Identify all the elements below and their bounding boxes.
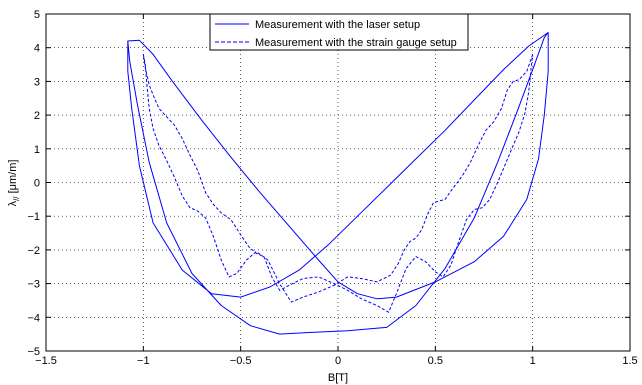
y-tick-label: −2 xyxy=(27,245,40,257)
y-tick-label: 1 xyxy=(34,144,40,156)
legend-label-laser: Measurement with the laser setup xyxy=(255,19,420,31)
y-tick-label: −4 xyxy=(27,312,40,324)
y-axis-label-main: λ xyxy=(7,200,19,206)
y-tick-label: 0 xyxy=(34,178,40,190)
series-line-laser xyxy=(127,32,549,335)
x-tick-label: 0 xyxy=(335,355,341,367)
y-tick-label: −3 xyxy=(27,279,40,291)
x-axis-label: B[T] xyxy=(328,372,348,384)
series-line-strain-gauge xyxy=(142,53,534,313)
series-layer xyxy=(127,32,549,335)
y-tick-label: 2 xyxy=(34,110,40,122)
x-tick-label: 1 xyxy=(530,355,536,367)
legend-box xyxy=(209,13,469,51)
x-tick-label: −1.5 xyxy=(35,355,57,367)
y-axis-label-unit: [μm/m] xyxy=(7,160,19,197)
legend-label-strain: Measurement with the strain gauge setup xyxy=(255,37,457,49)
tick-labels: −1.5 −1 −0.5 0 0.5 1 1.5 −5 −4 −3 −2 −1 0 1 2 3 4 5 xyxy=(27,9,637,367)
x-tick-label: −0.5 xyxy=(230,355,252,367)
y-tick-label: 4 xyxy=(34,43,40,55)
ticks xyxy=(45,13,631,352)
x-tick-label: −1 xyxy=(137,355,150,367)
y-axis-label: λ// [μm/m] xyxy=(7,160,21,207)
x-tick-label: 1.5 xyxy=(622,355,637,367)
legend: Measurement with the laser setup Measure… xyxy=(209,13,469,51)
y-tick-label: −5 xyxy=(27,346,40,358)
y-tick-label: 5 xyxy=(34,9,40,21)
y-axis-label-sub: // xyxy=(12,196,21,201)
y-tick-label: 3 xyxy=(34,76,40,88)
x-tick-label: 0.5 xyxy=(428,355,443,367)
y-tick-label: −1 xyxy=(27,211,40,223)
